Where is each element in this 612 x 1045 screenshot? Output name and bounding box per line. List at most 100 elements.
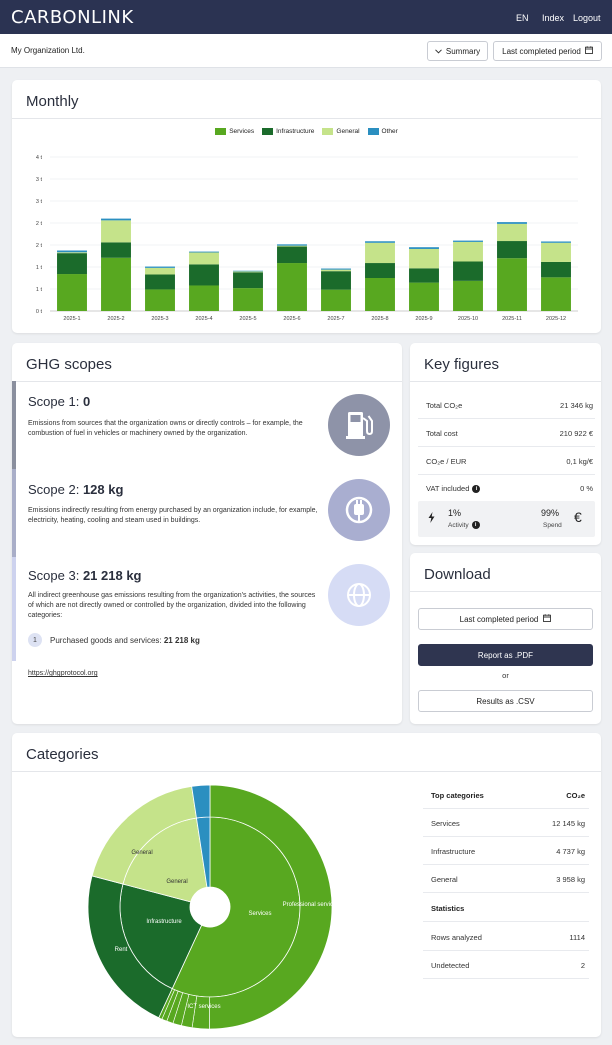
activity-spend-box: 1% Activity i 99% Spend € [418, 501, 595, 537]
bar-segment-infrastructure [365, 263, 395, 278]
bar-segment-general [57, 252, 87, 254]
bar-segment-other [189, 251, 219, 253]
bar-segment-services [365, 278, 395, 311]
activity-percent: 1% [448, 508, 462, 518]
bar-segment-services [277, 263, 307, 311]
scope-1-description: Emissions from sources that the organiza… [28, 420, 303, 437]
bar-segment-general [541, 242, 571, 262]
legend-services[interactable]: Services [215, 128, 254, 135]
ghg-scopes-title: GHG scopes [26, 356, 112, 373]
chart-legend: Services Infrastructure General Other [12, 128, 601, 135]
ghg-scopes-card: GHG scopes Scope 1: 0 Emissions from sou… [12, 343, 402, 724]
bar-segment-other [409, 247, 439, 249]
y-tick-label: 1 t [36, 287, 43, 293]
sunburst-label: Professional services [283, 902, 340, 908]
bar-segment-general [277, 245, 307, 247]
bar-segment-other [101, 218, 131, 221]
bar-segment-infrastructure [321, 271, 351, 290]
period-label: Last completed period [502, 46, 581, 56]
bar-segment-services [541, 277, 571, 311]
monthly-card: Monthly Services Infrastructure General … [12, 80, 601, 333]
top-categories-header: Top categories CO₂e [423, 781, 589, 809]
scope-2-heading: Scope 2: 128 kg [28, 482, 124, 497]
sunburst-label: General [166, 879, 187, 885]
bar-segment-services [57, 274, 87, 311]
spend-label: Spend [543, 522, 562, 529]
monthly-title: Monthly [26, 93, 79, 110]
bar-segment-infrastructure [233, 272, 263, 289]
bar-segment-infrastructure [409, 268, 439, 283]
logo[interactable]: CARBONLINK [11, 7, 134, 28]
y-tick-label: 2 t [36, 221, 43, 227]
x-tick-label: 2025-1 [63, 316, 80, 322]
nav-index-link[interactable]: Index [542, 13, 565, 23]
bar-segment-services [101, 257, 131, 311]
bar-segment-infrastructure [145, 274, 175, 290]
summary-dropdown[interactable]: Summary [427, 41, 488, 61]
y-tick-label: 2 t [36, 243, 43, 249]
info-icon[interactable]: i [471, 521, 480, 529]
x-tick-label: 2025-12 [546, 316, 566, 322]
categories-sunburst-chart: Services Infrastructure General General Rent… [87, 784, 340, 1030]
ghg-protocol-link[interactable]: https://ghgprotocol.org [28, 670, 98, 677]
language-selector[interactable]: EN [516, 13, 529, 23]
bar-segment-other [365, 241, 395, 243]
category-row: Infrastructure 4 737 kg [423, 837, 589, 865]
plug-icon [328, 479, 390, 541]
sunburst-label: ICT services [187, 1004, 220, 1010]
category-number: 1 [28, 633, 42, 647]
y-tick-label: 3 t [36, 199, 43, 205]
x-tick-label: 2025-8 [371, 316, 388, 322]
euro-icon: € [574, 509, 582, 525]
scope-2-description: Emissions indirectly resulting from ener… [28, 507, 318, 524]
bar-segment-other [57, 250, 87, 253]
sunburst-label: Infrastructure [146, 919, 182, 925]
x-tick-label: 2025-9 [415, 316, 432, 322]
calendar-icon [543, 614, 552, 624]
report-pdf-button[interactable]: Report as .PDF [418, 644, 593, 666]
bar-segment-other [541, 241, 571, 243]
legend-infrastructure[interactable]: Infrastructure [262, 128, 314, 135]
bar-segment-infrastructure [541, 261, 571, 278]
globe-icon [328, 564, 390, 626]
x-tick-label: 2025-4 [195, 316, 212, 322]
bar-segment-general [409, 248, 439, 269]
category-row: Services 12 145 kg [423, 809, 589, 837]
nav-logout-link[interactable]: Logout [573, 13, 601, 23]
chevron-down-icon [435, 47, 442, 56]
bar-segment-other [497, 222, 527, 224]
monthly-bar-chart: 0 t 1 t 1 t 2 t 2 t 3 t 3 t 4 t 2025-1 2025-2 2025… [36, 155, 578, 322]
bar-segment-general [233, 271, 263, 273]
scope-3-heading: Scope 3: 21 218 kg [28, 568, 142, 583]
bar-segment-general [365, 242, 395, 264]
y-tick-label: 3 t [36, 177, 43, 183]
bar-segment-infrastructure [189, 264, 219, 286]
organization-name: My Organization Ltd. [11, 46, 85, 55]
legend-other[interactable]: Other [367, 128, 398, 135]
period-selector-button[interactable]: Last completed period [493, 41, 602, 61]
kf-row: Total CO₂e 21 346 kg [418, 391, 595, 419]
bar-segment-infrastructure [101, 242, 131, 258]
bar-segment-services [321, 289, 351, 311]
info-icon[interactable]: i [472, 484, 481, 493]
sunburst-outer-professional-services [209, 784, 333, 1030]
bar-segment-other [277, 244, 307, 246]
y-tick-label: 0 t [36, 309, 43, 315]
download-title: Download [424, 566, 491, 583]
kf-row: Total cost 210 922 € [418, 419, 595, 447]
bar-segment-general [321, 269, 351, 272]
y-tick-label: 4 t [36, 155, 43, 161]
bar-segment-services [145, 289, 175, 311]
category-row: General 3 958 kg [423, 865, 589, 893]
sunburst-label: General [131, 850, 152, 856]
scope-1-heading: Scope 1: 0 [28, 394, 91, 409]
bar-segment-general [101, 220, 131, 243]
results-csv-button[interactable]: Results as .CSV [418, 690, 593, 712]
bar-segment-general [145, 267, 175, 275]
bar-segment-other [233, 270, 263, 272]
sunburst-label: Rent [115, 947, 128, 953]
download-period-selector[interactable]: Last completed period [418, 608, 593, 630]
scope-3-category-item: 1 Purchased goods and services: 21 218 k… [28, 633, 200, 647]
legend-general[interactable]: General [322, 128, 360, 135]
key-figures-title: Key figures [424, 356, 500, 373]
